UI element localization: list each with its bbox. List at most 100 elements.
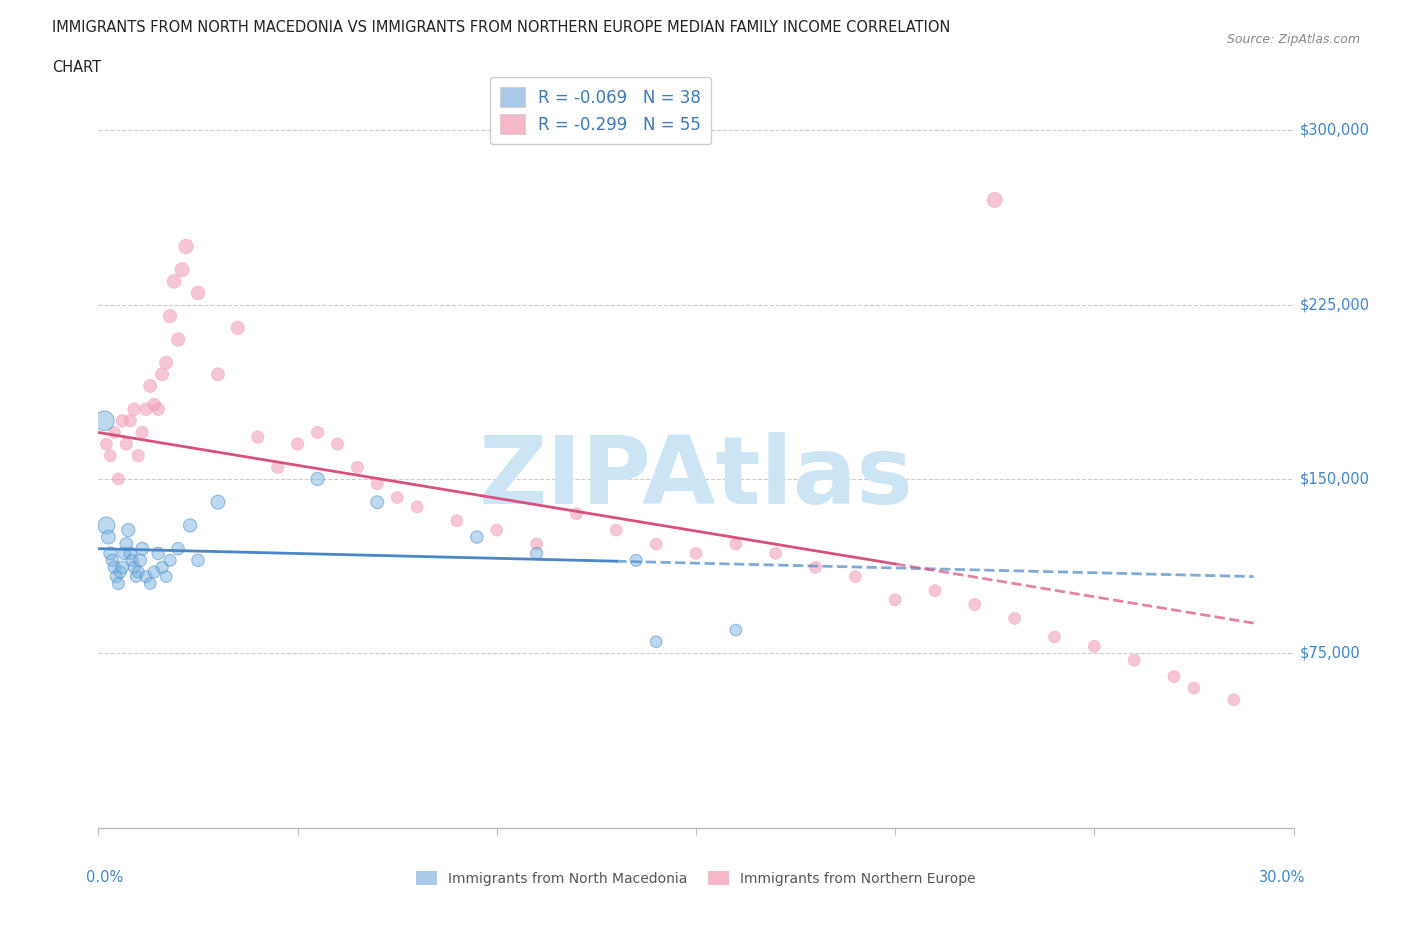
Point <box>155 569 177 584</box>
Point <box>93 413 115 428</box>
Point <box>406 499 429 514</box>
Point <box>143 397 166 412</box>
Point <box>765 546 787 561</box>
Point <box>131 541 153 556</box>
Point <box>111 560 134 575</box>
Point <box>983 193 1005 207</box>
Point <box>963 597 986 612</box>
Point <box>287 436 309 451</box>
Point <box>446 513 468 528</box>
Point <box>1043 630 1066 644</box>
Point <box>307 425 329 440</box>
Point <box>155 355 177 370</box>
Text: CHART: CHART <box>52 60 101 75</box>
Point <box>107 472 129 486</box>
Text: $300,000: $300,000 <box>1299 123 1369 138</box>
Point <box>267 459 290 474</box>
Point <box>129 552 152 567</box>
Point <box>150 366 173 381</box>
Point <box>624 552 647 567</box>
Point <box>366 476 388 491</box>
Point <box>174 239 197 254</box>
Text: 30.0%: 30.0% <box>1260 870 1305 884</box>
Point <box>326 436 349 451</box>
Point <box>167 332 190 347</box>
Point <box>101 552 124 567</box>
Point <box>1182 681 1205 696</box>
Point <box>117 523 139 538</box>
Point <box>159 309 181 324</box>
Point <box>172 262 194 277</box>
Point <box>1123 653 1146 668</box>
Point <box>485 523 508 538</box>
Text: IMMIGRANTS FROM NORTH MACEDONIA VS IMMIGRANTS FROM NORTHERN EUROPE MEDIAN FAMILY: IMMIGRANTS FROM NORTH MACEDONIA VS IMMIG… <box>52 20 950 35</box>
Point <box>124 560 146 575</box>
Point <box>112 546 135 561</box>
Point <box>115 436 138 451</box>
Point <box>148 402 170 417</box>
Point <box>110 565 132 579</box>
Point <box>143 565 166 579</box>
Point <box>135 402 157 417</box>
Point <box>121 552 143 567</box>
Point <box>385 490 409 505</box>
Point <box>135 569 157 584</box>
Point <box>111 413 134 428</box>
Point <box>103 425 125 440</box>
Point <box>207 366 229 381</box>
Point <box>139 379 162 393</box>
Point <box>115 537 138 551</box>
Point <box>346 459 368 474</box>
Text: $150,000: $150,000 <box>1299 472 1369 486</box>
Text: $225,000: $225,000 <box>1299 297 1369 312</box>
Text: $75,000: $75,000 <box>1299 645 1360 661</box>
Text: ZIPAtlas: ZIPAtlas <box>478 432 914 524</box>
Point <box>96 436 118 451</box>
Point <box>685 546 707 561</box>
Point <box>1083 639 1105 654</box>
Legend: Immigrants from North Macedonia, Immigrants from Northern Europe: Immigrants from North Macedonia, Immigra… <box>411 866 981 892</box>
Point <box>96 518 118 533</box>
Point <box>645 634 668 649</box>
Point <box>924 583 946 598</box>
Point <box>246 430 269 445</box>
Point <box>107 576 129 591</box>
Point <box>131 425 153 440</box>
Point <box>127 448 149 463</box>
Point <box>645 537 668 551</box>
Point <box>139 576 162 591</box>
Point <box>565 506 588 521</box>
Point <box>163 273 186 288</box>
Point <box>884 592 907 607</box>
Point <box>226 320 249 335</box>
Point <box>120 546 142 561</box>
Point <box>103 560 125 575</box>
Point <box>105 569 128 584</box>
Text: 0.0%: 0.0% <box>87 870 124 884</box>
Point <box>167 541 190 556</box>
Point <box>1163 670 1185 684</box>
Point <box>207 495 229 510</box>
Point <box>98 546 122 561</box>
Point <box>124 402 146 417</box>
Point <box>307 472 329 486</box>
Point <box>724 537 747 551</box>
Point <box>187 552 209 567</box>
Point <box>150 560 173 575</box>
Point <box>1223 692 1246 707</box>
Point <box>724 623 747 638</box>
Point <box>120 413 142 428</box>
Point <box>804 560 827 575</box>
Point <box>127 565 149 579</box>
Text: Source: ZipAtlas.com: Source: ZipAtlas.com <box>1226 33 1360 46</box>
Point <box>366 495 388 510</box>
Point <box>97 530 120 545</box>
Point <box>526 537 548 551</box>
Point <box>844 569 866 584</box>
Point <box>125 569 148 584</box>
Point <box>187 286 209 300</box>
Point <box>605 523 627 538</box>
Point <box>159 552 181 567</box>
Point <box>98 448 122 463</box>
Point <box>526 546 548 561</box>
